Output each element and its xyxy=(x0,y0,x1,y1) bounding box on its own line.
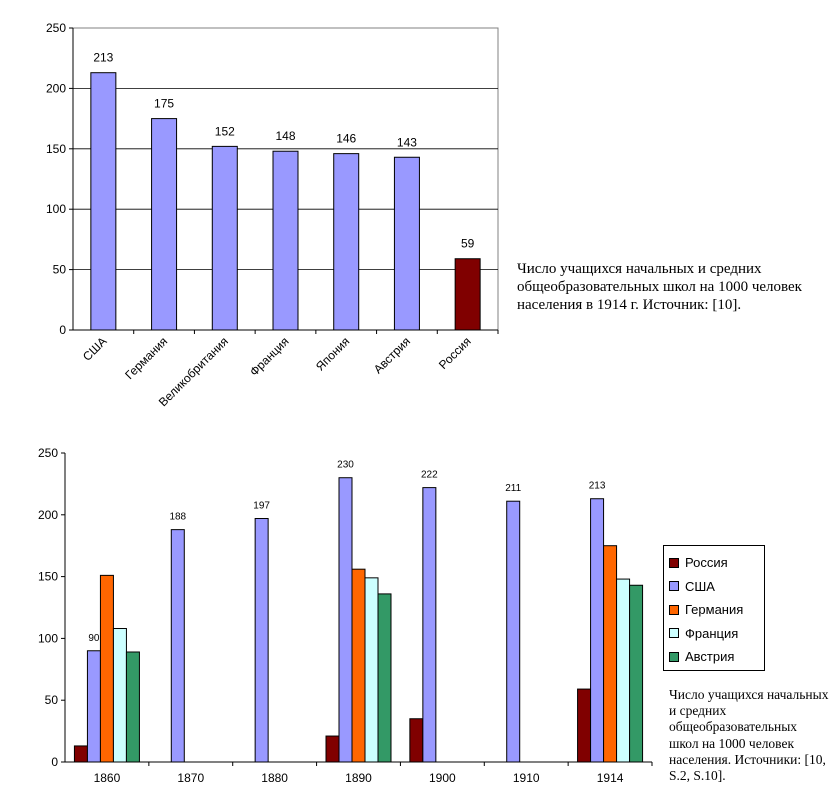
chart1-caption: Число учащихся начальных и средних общео… xyxy=(517,261,802,313)
bar-1870-США xyxy=(170,529,185,763)
x-tick-label: Австрия xyxy=(371,334,413,376)
legend-swatch xyxy=(669,604,679,615)
x-tick-label: 1890 xyxy=(345,771,372,785)
y-tick-label: 100 xyxy=(46,202,66,216)
bar-1910-США xyxy=(506,500,521,763)
y-tick-label: 150 xyxy=(38,570,58,584)
x-tick-label: США xyxy=(80,334,109,363)
legend-item: Австрия xyxy=(669,645,764,669)
x-tick-label: 1910 xyxy=(513,771,540,785)
x-tick-label: Япония xyxy=(313,334,352,373)
bar-1860-Австрия xyxy=(125,651,140,763)
bar-1890-Франция xyxy=(364,577,379,763)
legend-swatch xyxy=(669,557,679,568)
x-tick-label: 1860 xyxy=(94,771,121,785)
bar-1860-США xyxy=(86,650,101,763)
data-label: 213 xyxy=(589,481,606,492)
legend-swatch xyxy=(669,651,679,662)
bar-1890-Австрия xyxy=(377,593,392,763)
y-tick-label: 0 xyxy=(51,755,58,769)
legend-item: Франция xyxy=(669,622,764,646)
legend-item: Россия xyxy=(669,551,764,575)
data-label: 230 xyxy=(337,460,354,471)
x-tick-label: 1870 xyxy=(177,771,204,785)
x-tick-label: 1914 xyxy=(597,771,624,785)
bar-1860-Франция xyxy=(112,628,127,763)
bar-Франция xyxy=(272,150,299,331)
bar-1900-США xyxy=(422,487,437,763)
bar-1914-Германия xyxy=(603,545,618,763)
legend-label: Германия xyxy=(685,602,744,618)
legend-label: Россия xyxy=(685,555,728,571)
y-tick-label: 50 xyxy=(45,693,59,707)
x-tick-label: Россия xyxy=(436,334,474,372)
bar-США xyxy=(90,72,117,331)
y-tick-label: 250 xyxy=(46,21,66,35)
legend-label: Франция xyxy=(685,625,739,641)
x-tick-label: Франция xyxy=(247,334,292,379)
chart2-legend: Россия США Германия Франция Австрия xyxy=(663,545,765,671)
bar-1914-США xyxy=(590,498,605,763)
y-tick-label: 150 xyxy=(46,142,66,156)
y-tick-label: 50 xyxy=(53,263,67,277)
bar-Великобритания xyxy=(211,145,238,331)
bar-1890-Германия xyxy=(351,568,366,763)
bar-1860-Германия xyxy=(99,574,114,763)
bar-Россия xyxy=(454,258,481,331)
bar-1914-Россия xyxy=(577,688,592,763)
chart-students-1914: 050100150200250213США175Германия152Велик… xyxy=(46,21,499,409)
data-label: 197 xyxy=(253,501,270,512)
bar-1890-США xyxy=(338,477,353,763)
y-tick-label: 0 xyxy=(59,323,66,337)
data-label: 146 xyxy=(336,132,356,146)
y-tick-label: 200 xyxy=(38,508,58,522)
bar-Австрия xyxy=(393,156,420,331)
y-tick-label: 250 xyxy=(38,446,58,460)
legend-label: Австрия xyxy=(685,649,735,665)
chart2-caption: Число учащихся начальных и средних общео… xyxy=(669,687,829,783)
bar-Япония xyxy=(333,153,360,331)
bar-1880-США xyxy=(254,518,269,763)
y-tick-label: 100 xyxy=(38,631,58,645)
bar-1914-Франция xyxy=(616,578,631,763)
data-label: 143 xyxy=(397,135,417,149)
bar-1890-Россия xyxy=(325,735,340,763)
x-tick-label: 1900 xyxy=(429,771,456,785)
data-label: 211 xyxy=(505,483,521,494)
bar-1860-Россия xyxy=(73,745,88,763)
legend-swatch xyxy=(669,628,679,639)
y-tick-label: 200 xyxy=(46,81,66,95)
legend-swatch xyxy=(669,581,679,592)
x-tick-label: Германия xyxy=(122,334,170,382)
data-label: 222 xyxy=(421,470,438,481)
legend-item: США xyxy=(669,575,764,599)
bar-Германия xyxy=(151,118,178,331)
legend-item: Германия xyxy=(669,598,764,622)
data-label: 152 xyxy=(215,124,235,138)
data-label: 213 xyxy=(93,51,113,65)
data-label: 188 xyxy=(169,512,186,523)
data-label: 175 xyxy=(154,97,174,111)
bar-1914-Австрия xyxy=(629,584,644,763)
data-label: 59 xyxy=(461,237,475,251)
data-label: 148 xyxy=(275,129,295,143)
x-tick-label: 1880 xyxy=(261,771,288,785)
bar-1900-Россия xyxy=(409,718,424,763)
data-label: 90 xyxy=(88,633,100,644)
legend-label: США xyxy=(685,578,715,594)
